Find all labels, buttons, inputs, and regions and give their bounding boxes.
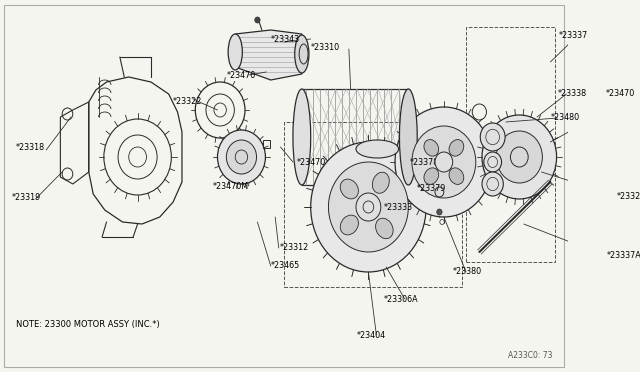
- Bar: [263, 140, 270, 148]
- Circle shape: [496, 131, 542, 183]
- Circle shape: [255, 17, 260, 23]
- Text: *23318: *23318: [16, 142, 45, 151]
- Ellipse shape: [372, 172, 389, 193]
- Circle shape: [310, 142, 426, 272]
- Text: *23322: *23322: [173, 96, 202, 106]
- Ellipse shape: [376, 218, 393, 239]
- Text: *23310: *23310: [310, 42, 340, 51]
- Text: *23338: *23338: [557, 89, 587, 97]
- Circle shape: [356, 193, 381, 221]
- Text: *23343: *23343: [271, 35, 300, 44]
- Circle shape: [482, 172, 503, 196]
- Circle shape: [484, 152, 502, 172]
- Text: *23337A: *23337A: [606, 251, 640, 260]
- Ellipse shape: [340, 215, 358, 235]
- Ellipse shape: [399, 89, 417, 185]
- Text: *23470: *23470: [227, 71, 255, 80]
- Text: A233C0: 73: A233C0: 73: [508, 351, 552, 360]
- Circle shape: [328, 162, 408, 252]
- Polygon shape: [236, 30, 302, 80]
- Circle shape: [395, 107, 493, 217]
- Text: *23312: *23312: [280, 244, 309, 253]
- Text: *23480: *23480: [550, 112, 579, 122]
- Ellipse shape: [449, 140, 464, 156]
- Ellipse shape: [293, 89, 310, 185]
- Text: *23379: *23379: [417, 183, 445, 192]
- Text: *23465: *23465: [271, 260, 300, 269]
- Ellipse shape: [449, 168, 464, 185]
- Ellipse shape: [218, 130, 266, 184]
- Ellipse shape: [424, 168, 438, 185]
- Text: *23337: *23337: [559, 31, 589, 39]
- Ellipse shape: [424, 140, 438, 156]
- Text: *23470: *23470: [296, 157, 326, 167]
- Text: *23319: *23319: [12, 192, 41, 202]
- Ellipse shape: [356, 140, 399, 158]
- Circle shape: [412, 126, 476, 198]
- Text: *23380: *23380: [452, 266, 482, 276]
- Ellipse shape: [294, 35, 309, 73]
- Text: *23321: *23321: [617, 192, 640, 201]
- Text: *23306A: *23306A: [383, 295, 418, 304]
- Ellipse shape: [340, 179, 358, 199]
- Text: *23470: *23470: [605, 89, 635, 97]
- Text: *23404: *23404: [357, 330, 386, 340]
- Text: *23378: *23378: [410, 157, 440, 167]
- Circle shape: [436, 209, 442, 215]
- Circle shape: [435, 152, 452, 172]
- Ellipse shape: [228, 34, 243, 70]
- Ellipse shape: [227, 140, 257, 174]
- Text: *23470M: *23470M: [213, 182, 249, 190]
- Circle shape: [482, 115, 557, 199]
- Text: NOTE: 23300 MOTOR ASSY (INC.*): NOTE: 23300 MOTOR ASSY (INC.*): [16, 320, 160, 328]
- Text: *23333: *23333: [383, 202, 413, 212]
- Circle shape: [480, 123, 505, 151]
